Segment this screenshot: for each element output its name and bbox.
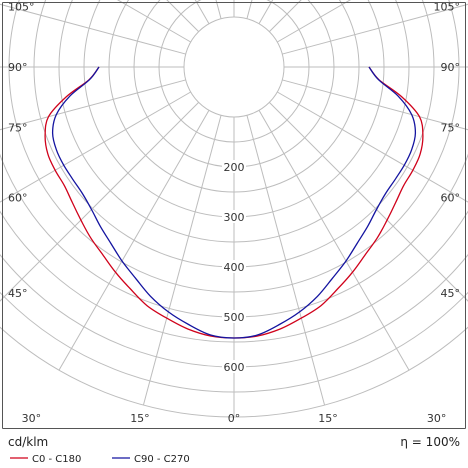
unit-label: cd/klm (8, 435, 48, 449)
grid-spoke (282, 79, 468, 131)
radial-label-bg (222, 310, 246, 323)
legend: C0 - C180 C90 - C270 (10, 454, 190, 465)
radial-tick-label: 500 (224, 311, 245, 324)
angle-label: 45° (441, 287, 461, 300)
angle-label: 30° (427, 412, 447, 425)
angle-label: 105° (434, 0, 461, 13)
grid-spoke (282, 3, 468, 55)
angle-label: 105° (8, 0, 35, 13)
angle-label: 0° (228, 412, 241, 425)
angle-label: 15° (130, 412, 150, 425)
polar-grid (0, 0, 468, 418)
radial-tick-label: 400 (224, 261, 245, 274)
grid-spoke (116, 0, 191, 43)
legend-label-c90-c270: C90 - C270 (134, 454, 190, 465)
legend-label-c0-c180: C0 - C180 (32, 454, 81, 465)
grid-spoke (0, 91, 191, 203)
angle-label: 60° (8, 191, 28, 204)
grid-spoke (0, 102, 199, 302)
radial-label-bg (222, 360, 246, 373)
grid-spoke (277, 0, 352, 43)
grid-circle (183, 16, 285, 118)
radial-tick-label: 600 (224, 361, 245, 374)
grid-spoke (58, 110, 210, 371)
grid-spoke (258, 110, 410, 371)
angle-label: 45° (8, 287, 28, 300)
series-curve-c90-c270 (51, 66, 417, 339)
axis-labels: 0° 15° 15° 30° 30° 45° 45° 60° 60° 75° 75° 90° 90° 10… (8, 0, 460, 425)
angle-label: 75° (8, 122, 28, 135)
radial-label-bg (222, 160, 246, 173)
radial-label-bg (222, 260, 246, 273)
grid-spoke (269, 102, 468, 302)
angle-label: 90° (441, 61, 461, 74)
radial-label-bg (222, 210, 246, 223)
angle-label: 90° (8, 61, 28, 74)
radial-tick-label: 300 (224, 211, 245, 224)
efficiency-label: η = 100% (400, 435, 460, 449)
radial-tick-label: 200 (224, 161, 245, 174)
angle-label: 60° (441, 191, 461, 204)
grid-spoke (277, 91, 468, 203)
angle-label: 15° (318, 412, 338, 425)
grid-spoke (0, 79, 186, 131)
grid-spoke (0, 3, 186, 55)
distribution-curves (44, 66, 424, 339)
grid-spoke (246, 115, 326, 406)
grid-spoke (142, 115, 222, 406)
angle-label: 30° (22, 412, 42, 425)
angle-label: 75° (441, 122, 461, 135)
